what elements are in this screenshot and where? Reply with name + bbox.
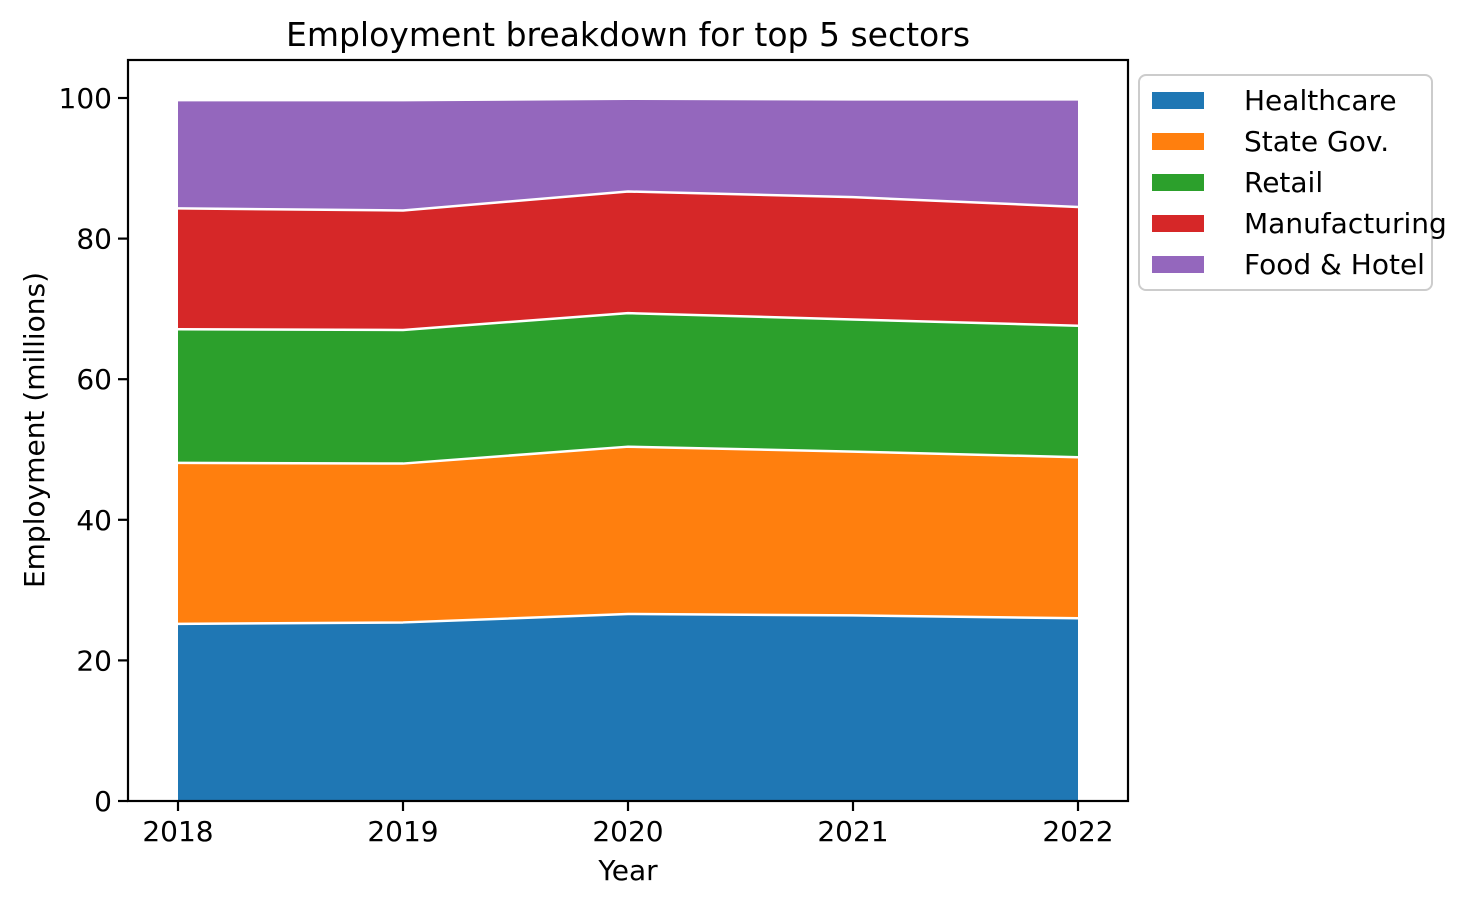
legend-label: Food & Hotel [1244,248,1425,281]
legend-item: State Gov. [1140,121,1431,162]
legend-swatch [1152,174,1204,191]
legend-label: State Gov. [1244,125,1390,158]
legend-item: Manufacturing [1140,203,1447,244]
legend-swatch [1152,92,1204,109]
legend-item: Food & Hotel [1140,244,1431,285]
x-tick-label: 2019 [367,815,438,848]
chart-areas [178,98,1078,801]
y-tick-labels: 0 20 40 60 80 100 [59,82,112,818]
area-edge [177,190,1079,212]
legend-item: Healthcare [1140,80,1431,121]
legend-swatch [1152,215,1204,232]
legend-swatch [1152,256,1204,273]
y-tick-label: 100 [59,82,112,115]
y-tick-label: 60 [76,363,112,396]
area-edge [177,445,1079,465]
area-edge [177,612,1079,626]
area-food-hotel [178,98,1078,211]
area-manufacturing [178,191,1078,330]
x-tick-label: 2022 [1042,815,1113,848]
area-edge [177,311,1079,332]
y-tick-label: 20 [76,644,112,677]
legend-swatch [1152,133,1204,150]
x-tick-label: 2020 [592,815,663,848]
chart-title: Employment breakdown for top 5 sectors [286,15,970,54]
x-tick-labels: 2018 2019 2020 2021 2022 [142,815,1113,848]
x-axis-label: Year [597,854,658,887]
legend: Healthcare State Gov. Retail Manufacturing F… [1138,74,1447,291]
legend-label: Healthcare [1244,84,1397,117]
axis-ticks [118,96,1080,811]
area-edge [178,97,1078,102]
area-retail [178,313,1078,464]
x-tick-label: 2018 [142,815,213,848]
legend-item: Retail [1140,162,1431,203]
legend-label: Retail [1244,166,1324,199]
y-axis-label: Employment (millions) [18,272,51,588]
area-healthcare [178,614,1078,801]
x-tick-label: 2021 [817,815,888,848]
y-tick-label: 0 [94,785,112,818]
legend-label: Manufacturing [1244,207,1447,240]
y-tick-label: 80 [76,223,112,256]
area-state-gov- [178,446,1078,624]
area-edges [177,97,1079,626]
y-tick-label: 40 [76,504,112,537]
